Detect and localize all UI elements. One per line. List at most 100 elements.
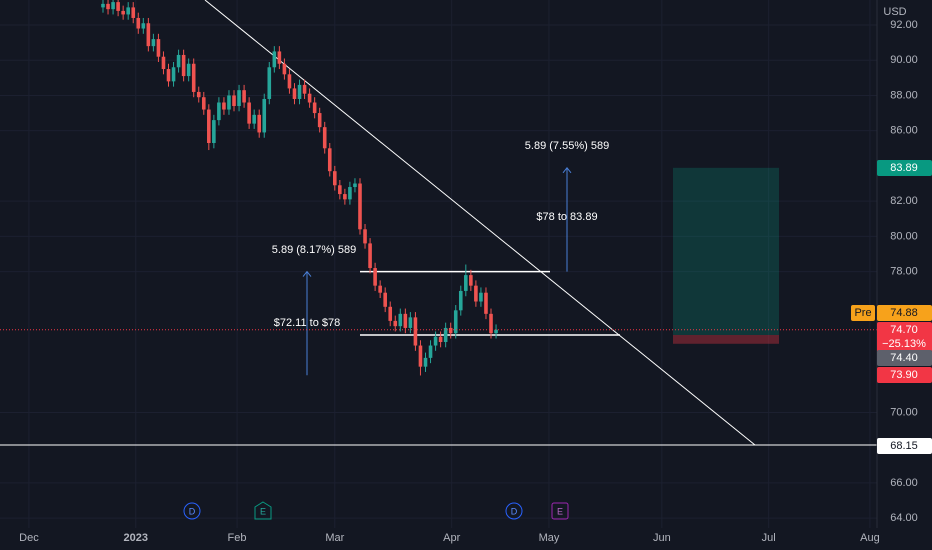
candle-body: [322, 127, 327, 149]
candle-body: [393, 320, 398, 327]
candle-body: [327, 148, 332, 172]
candle-body: [186, 63, 191, 77]
event-icon[interactable]: [254, 501, 272, 520]
price-tag: [877, 367, 932, 383]
trend-line: [204, 0, 756, 446]
candle-body: [171, 67, 176, 82]
price-tag-label: 74.88: [890, 307, 918, 319]
candle-body: [469, 275, 473, 286]
candle-body: [131, 7, 136, 18]
session-label: Pre: [854, 307, 871, 319]
candle-body: [348, 187, 352, 200]
candle-body: [176, 54, 181, 68]
y-tick-label: 90.00: [890, 54, 918, 66]
candle-body: [418, 345, 423, 367]
candle-body: [287, 74, 292, 89]
candle-body: [237, 90, 241, 107]
candle-body: [242, 90, 246, 103]
candle-body: [272, 51, 277, 68]
event-label: D: [511, 506, 518, 516]
candle-body: [312, 102, 317, 114]
price-tag-label: 74.40: [890, 352, 918, 364]
candle-body: [458, 290, 463, 311]
candle-body: [181, 54, 186, 77]
candle-body: [252, 114, 256, 124]
x-tick-label: Jun: [653, 532, 671, 544]
candle-body: [282, 63, 287, 75]
y-tick-label: 86.00: [890, 125, 918, 137]
session-badge: [851, 305, 875, 321]
candle-body: [116, 2, 120, 11]
candle-body: [428, 345, 433, 358]
candle-body: [141, 23, 146, 29]
price-tag: [877, 350, 932, 366]
candle-body: [101, 3, 105, 8]
candle-body: [443, 327, 448, 343]
event-icon[interactable]: [183, 502, 201, 520]
candle-body: [307, 93, 312, 103]
event-icon[interactable]: [505, 502, 523, 520]
candle-body: [343, 194, 347, 200]
price-tag-label: 83.89: [890, 162, 918, 174]
candle-body: [257, 114, 262, 133]
y-tick-label: 92.00: [890, 19, 918, 31]
x-tick-label: Feb: [228, 532, 247, 544]
candle-body: [332, 171, 337, 186]
candle-body: [398, 313, 403, 327]
candle-body: [196, 91, 201, 98]
candle-body: [247, 102, 251, 124]
price-change: −25.13%: [882, 338, 926, 350]
event-icon[interactable]: [551, 502, 569, 520]
event-label: E: [557, 506, 563, 516]
candle-body: [212, 120, 216, 144]
candle-body: [166, 69, 171, 82]
candle-body: [474, 285, 478, 302]
candle-body: [191, 63, 196, 92]
candle-body: [408, 317, 413, 328]
candle-body: [111, 2, 115, 10]
event-label: D: [189, 506, 196, 516]
candle-body: [292, 88, 297, 99]
grid: [0, 0, 877, 528]
x-tick-label: Aug: [860, 532, 880, 544]
candle-body: [106, 3, 110, 10]
candle-body: [484, 292, 488, 314]
y-tick-label: 82.00: [890, 195, 918, 207]
candle-body: [232, 95, 236, 107]
axes: 92.00 90.00 88.00 86.00 82.00 80.00 78.00 70.00…: [19, 19, 932, 544]
candle-body: [363, 229, 367, 244]
candle-body: [403, 313, 408, 328]
candle-body: [217, 102, 221, 121]
price-tag: [877, 438, 932, 454]
candle-body: [201, 97, 206, 110]
candle-body: [368, 243, 372, 269]
price-tag-label: 68.15: [890, 440, 918, 452]
x-tick-label: 2023: [124, 532, 148, 544]
y-tick-label: 66.00: [890, 477, 918, 489]
candle-body: [464, 275, 468, 291]
price-tag-label: 73.90: [890, 369, 918, 381]
candle-body: [161, 56, 166, 70]
event-markers: D E D E: [183, 501, 569, 520]
candle-body: [302, 84, 307, 94]
candle-body: [227, 95, 231, 110]
x-tick-label: Apr: [443, 532, 460, 544]
candle-body: [338, 185, 342, 195]
drawings: [0, 0, 877, 446]
candle-body: [262, 98, 267, 133]
candles: [101, 0, 498, 376]
candle-body: [151, 39, 156, 47]
candle-body: [222, 102, 226, 110]
price-tag: [877, 160, 932, 176]
candle-body: [438, 336, 443, 343]
candle-body: [146, 23, 151, 47]
x-tick-label: Jul: [762, 532, 776, 544]
price-tag: [877, 322, 932, 352]
currency: USD: [883, 6, 906, 18]
target-zone: [673, 167, 779, 335]
candle-body: [388, 306, 393, 321]
measure-caption: 5.89 (7.55%) 589: [525, 140, 609, 152]
candle-body: [479, 292, 483, 302]
price-tag-label: 74.70: [890, 324, 918, 336]
candle-body: [136, 17, 141, 29]
